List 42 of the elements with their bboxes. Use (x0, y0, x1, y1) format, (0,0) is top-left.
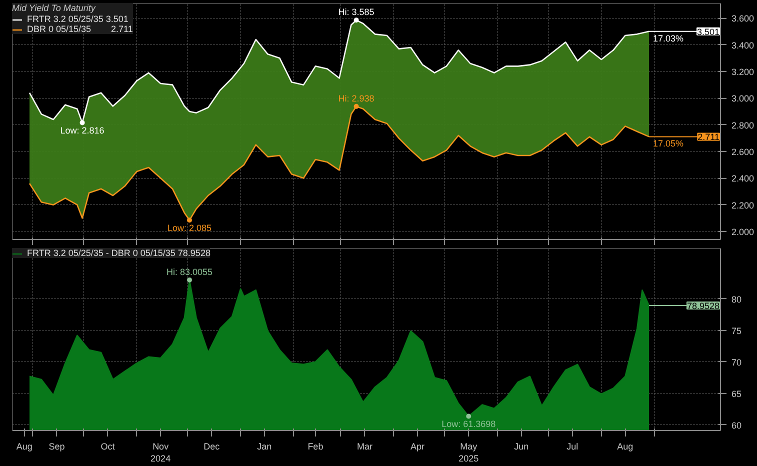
legend-title: Mid Yield To Maturity (12, 3, 97, 13)
x-tick-label: Feb (308, 442, 324, 452)
annotation: Low: 61.3698 (442, 419, 496, 430)
y-tick-label: 3.000 (732, 94, 754, 104)
y-tick-label: 80 (732, 294, 742, 304)
legend-label: FRTR 3.2 05/25/35 3.501 (27, 14, 128, 24)
annotation: 17.03% (653, 33, 684, 44)
y-tick-label: 75 (732, 326, 742, 336)
x-tick-label: Sep (48, 442, 65, 452)
y-tick-label: 2.400 (732, 174, 754, 184)
y-tick-label: 2.000 (732, 227, 754, 237)
annotation: Hi: 3.585 (338, 7, 374, 18)
annotation: 3.501 (696, 26, 720, 37)
x-tick-label: Dec (204, 442, 220, 452)
x-tick-label: Oct (100, 442, 116, 452)
x-tick-label: Jun (514, 442, 529, 452)
x-tick-label: Aug (16, 442, 32, 452)
y-tick-label: 2.200 (732, 200, 754, 210)
y-tick-label: 70 (732, 357, 742, 368)
legend-label: DBR 0 05/15/35 2.711 (27, 24, 133, 34)
annotation: Hi: 2.938 (338, 93, 374, 104)
y-tick-label: 3.600 (732, 14, 754, 24)
y-tick-label: 2.800 (732, 120, 754, 130)
x-tick-label: Aug (617, 442, 634, 452)
annotation: 2.711 (698, 132, 720, 142)
legend-label: FRTR 3.2 05/25/35 - DBR 0 05/15/35 78.9528 (27, 248, 210, 258)
x-tick-label: Jan (257, 442, 272, 452)
y-tick-label: 3.400 (732, 40, 754, 50)
x-tick-label: Apr (410, 442, 425, 452)
x-tick-label: May 2025 (458, 442, 479, 464)
y-tick-label: 65 (732, 388, 742, 399)
annotation: Hi: 83.0055 (166, 266, 213, 277)
x-tick-label: Jul (566, 442, 578, 452)
annotation: 17.05% (653, 138, 684, 149)
y-tick-label: 2.600 (732, 147, 754, 157)
y-tick-label: 60 (732, 420, 742, 430)
y-tick-label: 3.200 (732, 67, 754, 77)
x-tick-label: Nov 2024 (150, 442, 171, 464)
x-tick-label: Mar (357, 442, 373, 452)
annotation: Low: 2.085 (167, 223, 212, 234)
annotation: Low: 2.816 (60, 126, 104, 136)
annotation: 78.9528 (686, 300, 720, 311)
